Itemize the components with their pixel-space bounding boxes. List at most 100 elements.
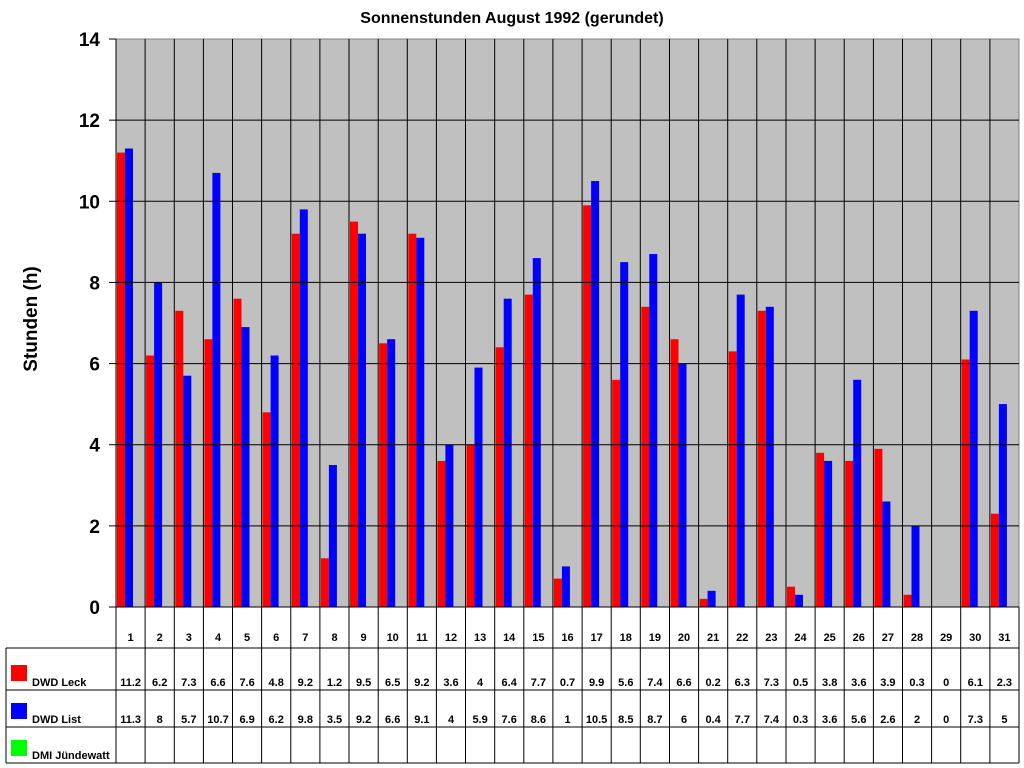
table-value: 9.2 — [298, 677, 313, 689]
bar-dwd-leck-day-15 — [524, 294, 533, 607]
x-category-label: 27 — [882, 632, 894, 644]
table-value: 0.7 — [560, 677, 575, 689]
bar-dwd-leck-day-31 — [990, 513, 999, 607]
bar-dwd-list-day-16 — [561, 566, 570, 607]
x-category-label: 26 — [853, 632, 865, 644]
table-value: 0.3 — [909, 677, 924, 689]
bar-dwd-leck-day-23 — [757, 310, 766, 607]
table-value: 1.2 — [327, 677, 342, 689]
table-value: 9.1 — [414, 714, 429, 726]
bar-dwd-list-day-11 — [416, 237, 425, 608]
table-value: 7.4 — [647, 677, 663, 689]
table-value: 4.8 — [269, 677, 284, 689]
bar-dwd-leck-day-1 — [117, 152, 125, 607]
table-value: 0 — [943, 677, 949, 689]
y-tick-label: 8 — [89, 273, 100, 294]
bar-dwd-leck-day-20 — [670, 339, 679, 607]
bar-dwd-list-day-9 — [358, 233, 366, 607]
x-category-label: 16 — [561, 632, 573, 644]
x-category-label: 19 — [649, 632, 661, 644]
bar-dwd-leck-day-27 — [874, 448, 883, 607]
table-value: 3.6 — [822, 714, 837, 726]
bar-dwd-leck-day-4 — [204, 339, 213, 607]
bar-dwd-list-day-15 — [532, 258, 541, 607]
table-value: 7.3 — [968, 714, 983, 726]
bar-dwd-leck-day-30 — [961, 359, 970, 607]
bar-dwd-leck-day-10 — [379, 343, 388, 607]
table-value: 8.6 — [531, 714, 546, 726]
table-value: 6.2 — [269, 714, 284, 726]
x-category-label: 28 — [911, 632, 923, 644]
bar-dwd-leck-day-22 — [728, 351, 737, 607]
legend-label: DMI Jündewatt — [32, 750, 110, 762]
table-value: 8.5 — [618, 714, 633, 726]
x-category-label: 14 — [503, 632, 516, 644]
table-value: 11.2 — [120, 677, 141, 689]
bar-dwd-leck-day-3 — [175, 310, 184, 607]
x-category-label: 3 — [186, 632, 192, 644]
x-category-label: 24 — [794, 632, 807, 644]
y-tick-label: 2 — [89, 517, 100, 538]
x-category-label: 17 — [590, 632, 602, 644]
x-category-label: 23 — [765, 632, 777, 644]
x-category-label: 10 — [387, 632, 399, 644]
table-value: 8.7 — [647, 714, 662, 726]
x-category-label: 5 — [244, 632, 250, 644]
data-table: 1 2 3 4 5 6 7 8 9 10 11 12 13 14 15 16 17 18 19 20 21 22 23 24 2… — [5, 606, 1020, 764]
y-tick-label: 4 — [89, 436, 100, 457]
bar-dwd-list-day-6 — [270, 355, 279, 607]
x-category-label: 4 — [215, 632, 222, 644]
x-category-label: 21 — [707, 632, 719, 644]
x-category-label: 8 — [331, 632, 337, 644]
table-value: 0.2 — [705, 677, 720, 689]
bar-dwd-list-day-3 — [183, 375, 192, 607]
bar-dwd-leck-day-2 — [146, 355, 155, 607]
table-value: 4 — [477, 677, 484, 689]
bar-dwd-leck-day-16 — [553, 578, 562, 607]
table-value: 7.7 — [531, 677, 546, 689]
table-value: 9.2 — [356, 714, 371, 726]
legend-label: DWD List — [32, 714, 81, 726]
bar-dwd-list-day-30 — [969, 310, 978, 607]
bar-dwd-list-day-10 — [387, 339, 396, 607]
bar-dwd-leck-day-5 — [233, 298, 242, 607]
y-tick-label: 10 — [79, 192, 100, 213]
table-value: 5.7 — [181, 714, 196, 726]
table-value: 9.2 — [414, 677, 429, 689]
bar-dwd-list-day-4 — [212, 172, 221, 607]
table-value: 6.6 — [676, 677, 691, 689]
x-category-label: 15 — [532, 632, 544, 644]
table-value: 7.3 — [181, 677, 196, 689]
table-value: 3.8 — [822, 677, 837, 689]
table-value: 6.6 — [210, 677, 225, 689]
x-category-label: 1 — [128, 632, 134, 644]
bar-dwd-leck-day-9 — [350, 221, 358, 607]
x-category-label: 11 — [416, 632, 428, 644]
bar-dwd-leck-day-7 — [291, 233, 300, 607]
x-category-label: 30 — [969, 632, 981, 644]
table-value: 6.4 — [502, 677, 518, 689]
bar-dwd-list-day-14 — [503, 298, 512, 607]
x-category-label: 7 — [302, 632, 308, 644]
bar-dwd-leck-day-21 — [699, 598, 708, 607]
bar-dwd-leck-day-11 — [408, 233, 417, 607]
bar-dwd-list-day-28 — [911, 525, 920, 607]
x-category-label: 22 — [736, 632, 748, 644]
bar-dwd-leck-day-26 — [845, 460, 854, 607]
table-value: 9.5 — [356, 677, 371, 689]
bar-dwd-leck-day-25 — [816, 452, 825, 607]
bar-dwd-leck-day-12 — [437, 460, 446, 607]
x-category-label: 12 — [445, 632, 457, 644]
bar-dwd-list-day-13 — [474, 367, 483, 607]
x-category-label: 9 — [361, 632, 367, 644]
table-value: 3.5 — [327, 714, 342, 726]
bar-dwd-leck-day-28 — [903, 594, 912, 607]
bar-dwd-leck-day-6 — [262, 412, 271, 607]
table-value: 5.6 — [851, 714, 866, 726]
y-axis: 0 2 4 6 8 10 12 14 — [79, 30, 117, 619]
bar-dwd-list-day-19 — [649, 254, 658, 607]
table-value: 0.3 — [793, 714, 808, 726]
bar-dwd-list-day-7 — [299, 209, 308, 607]
table-value: 10.7 — [207, 714, 228, 726]
